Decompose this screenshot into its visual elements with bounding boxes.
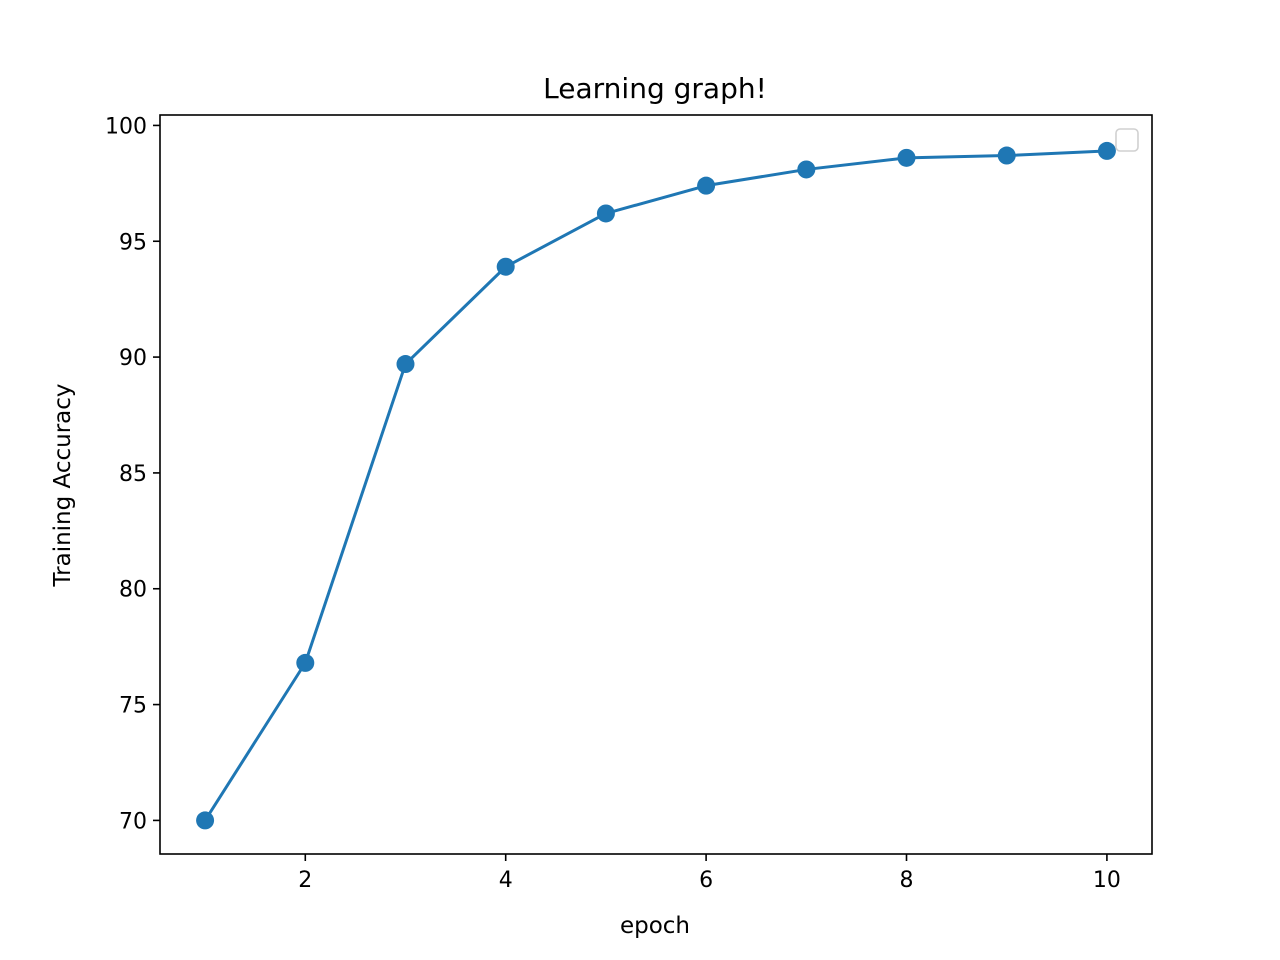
data-point bbox=[697, 176, 716, 195]
x-tick-label: 4 bbox=[499, 868, 513, 893]
chart-title: Learning graph! bbox=[543, 72, 767, 105]
data-point bbox=[1097, 141, 1116, 160]
data-point bbox=[296, 653, 315, 672]
data-point bbox=[596, 204, 615, 223]
axes-frame bbox=[159, 114, 1153, 855]
x-tick-label: 6 bbox=[699, 868, 713, 893]
series-line bbox=[203, 149, 1109, 823]
y-tick-label: 90 bbox=[119, 346, 147, 371]
data-point bbox=[196, 811, 215, 830]
y-tick-label: 70 bbox=[119, 809, 147, 834]
plot-area: 2 4 6 8 10 70 75 80 85 90 95 100 bbox=[105, 114, 1153, 893]
x-tick-label: 10 bbox=[1093, 868, 1121, 893]
x-tick-label: 2 bbox=[298, 868, 312, 893]
data-point bbox=[797, 160, 816, 179]
x-tick-label: 8 bbox=[900, 868, 914, 893]
y-tick-label: 85 bbox=[119, 462, 147, 487]
y-axis-label: Training Accuracy bbox=[50, 383, 76, 587]
data-point bbox=[496, 257, 515, 276]
y-tick-label: 75 bbox=[119, 694, 147, 719]
data-point bbox=[897, 148, 916, 167]
data-point bbox=[396, 355, 415, 374]
y-tick-label: 100 bbox=[105, 114, 147, 139]
legend-box bbox=[1115, 128, 1139, 152]
y-tick-label: 95 bbox=[119, 230, 147, 255]
y-tick-label: 80 bbox=[119, 578, 147, 603]
data-point bbox=[997, 146, 1016, 165]
x-axis-label: epoch bbox=[620, 913, 690, 939]
